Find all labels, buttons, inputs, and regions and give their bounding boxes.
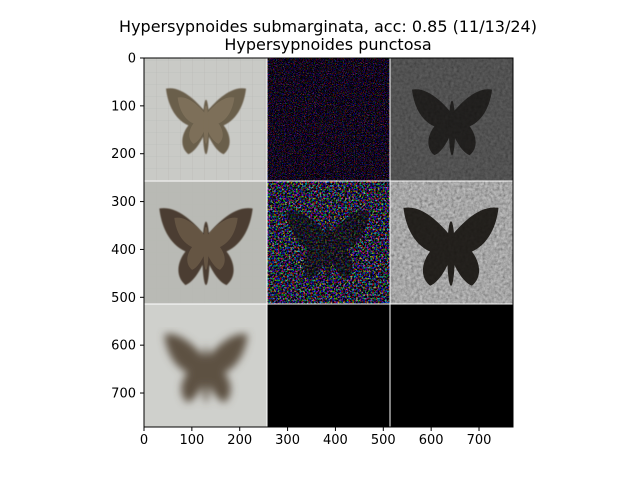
y-tick-label: 600 [111,339,136,354]
x-tick-label: 400 [323,433,348,448]
cell-masked-moth-gray [390,181,513,304]
cell-moth-photo-pinned [144,181,267,304]
x-tick-label: 600 [419,433,444,448]
figure-title: Hypersypnoides submarginata, acc: 0.85 (… [119,17,537,54]
x-tick-label: 500 [371,433,396,448]
cell-saliency-noise-colorful [267,181,390,304]
x-axis: 0 100 200 300 400 500 600 700 [140,427,492,448]
x-tick-label: 0 [140,433,148,448]
y-tick-label: 100 [111,99,136,114]
y-tick-label: 300 [111,195,136,210]
y-axis: 0 100 200 300 400 500 600 700 [111,52,144,402]
cell-black-empty-1 [267,304,390,427]
cell-separators [144,58,513,427]
cell-saliency-noise-dark [267,58,390,181]
x-tick-label: 200 [227,433,252,448]
cell-masked-moth-dark [390,58,513,181]
title-line-1: Hypersypnoides submarginata, acc: 0.85 (… [119,17,537,36]
y-tick-label: 500 [111,291,136,306]
x-tick-label: 700 [467,433,492,448]
y-tick-label: 200 [111,147,136,162]
y-tick-label: 0 [128,52,136,67]
y-tick-label: 700 [111,387,136,402]
cell-black-empty-2 [390,304,513,427]
title-line-2: Hypersypnoides punctosa [224,35,431,54]
x-tick-label: 100 [179,433,204,448]
cell-moth-photo-spread-wings [144,58,267,181]
y-tick-label: 400 [111,243,136,258]
image-grid [144,58,513,427]
axes-frame [143,57,514,428]
cell-moth-photo-blurred [144,304,267,427]
x-tick-label: 300 [275,433,300,448]
